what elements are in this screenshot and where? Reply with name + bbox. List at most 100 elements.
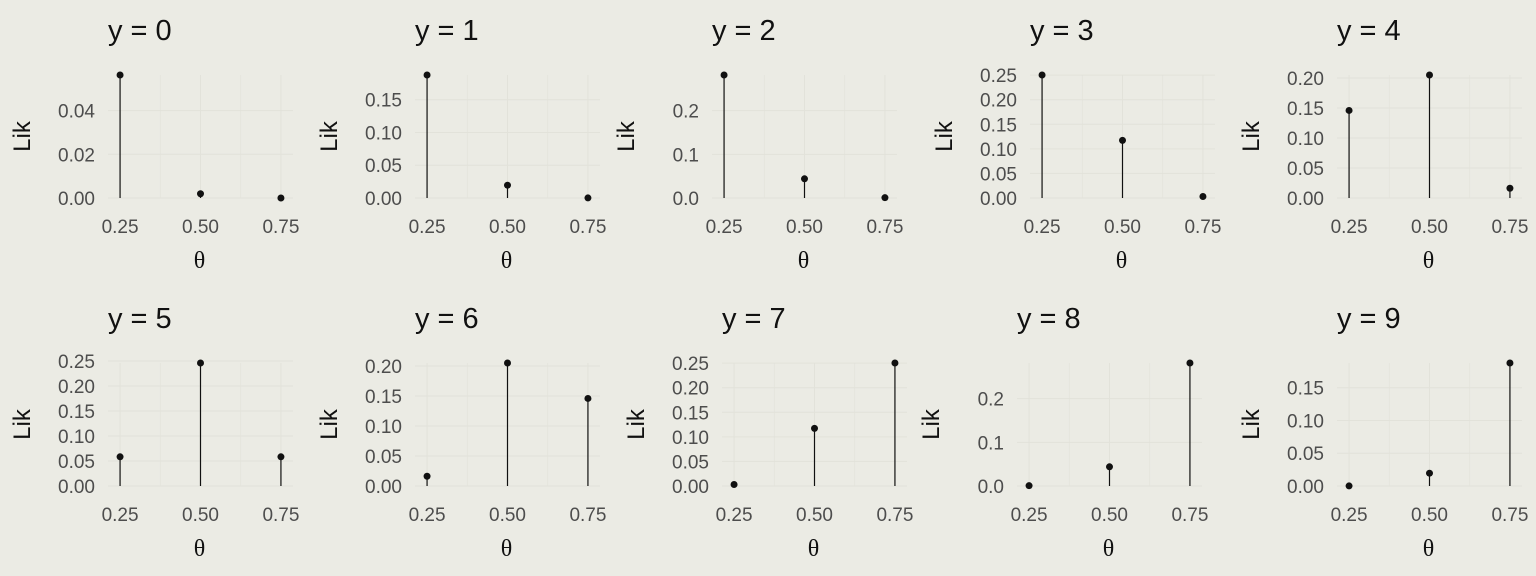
x-tick-label: 0.75	[866, 217, 903, 238]
y-tick-label: 0.20	[980, 91, 1017, 112]
y-tick-label: 0.00	[58, 189, 95, 210]
y-tick-label: 0.05	[1287, 444, 1324, 465]
y-tick-label: 0.10	[365, 123, 402, 144]
x-tick-label: 0.25	[1331, 505, 1368, 526]
data-point	[1345, 106, 1353, 114]
panel-title: y = 1	[415, 15, 479, 47]
x-tick-label: 0.25	[716, 505, 753, 526]
panel-title: y = 6	[415, 303, 479, 335]
y-tick-label: 0.05	[365, 156, 402, 177]
x-tick-label: 0.50	[1411, 217, 1448, 238]
data-point	[1199, 192, 1207, 200]
y-tick-label: 0.15	[1287, 379, 1324, 400]
y-tick-label: 0.10	[980, 140, 1017, 161]
x-tick-label: 0.25	[409, 505, 446, 526]
x-axis-label: θ	[194, 536, 206, 562]
y-tick-label: 0.10	[1287, 129, 1324, 150]
panel-0: 0.00 0.02 0.04 0.25 0.50 0.75 y = 0 θ Lik	[9, 15, 299, 274]
x-axis-label: θ	[1103, 536, 1115, 562]
y-tick-label: 0.04	[58, 102, 95, 123]
y-tick-label: 0.10	[672, 428, 709, 449]
x-tick-label: 0.25	[1331, 217, 1368, 238]
data-point	[1025, 482, 1033, 490]
data-point	[197, 359, 204, 367]
data-point	[504, 359, 511, 367]
data-point	[1426, 71, 1433, 79]
x-axis-label: θ	[798, 248, 810, 274]
panel-title: y = 5	[108, 303, 172, 335]
y-tick-label: 0.05	[1287, 159, 1324, 180]
x-tick-label: 0.50	[489, 505, 526, 526]
data-point	[801, 175, 808, 183]
y-tick-label: 0.1	[978, 433, 1004, 454]
panel-5: 0.00 0.05 0.10 0.15 0.20 0.25 0.25 0.50 0.75 y = …	[9, 303, 299, 562]
y-tick-label: 0.1	[673, 145, 699, 166]
data-point	[116, 453, 124, 461]
data-point	[811, 424, 818, 432]
panel-title: y = 9	[1337, 303, 1401, 335]
data-point	[1506, 359, 1514, 367]
y-tick-label: 0.10	[365, 417, 402, 438]
panel-title: y = 2	[712, 15, 776, 47]
panel-1: 0.00 0.05 0.10 0.15 0.25 0.50 0.75 y = 1 θ Lik	[316, 15, 606, 274]
x-axis-label: θ	[1423, 248, 1435, 274]
panel-3: 0.00 0.05 0.10 0.15 0.20 0.25 0.25 0.50 0.75 y = …	[931, 15, 1221, 274]
data-point	[1506, 184, 1514, 192]
y-axis-label: Lik	[918, 408, 945, 440]
data-point	[1186, 359, 1194, 367]
x-tick-label: 0.75	[262, 217, 299, 238]
data-point	[1106, 463, 1113, 471]
y-tick-label: 0.05	[980, 164, 1017, 185]
x-tick-label: 0.25	[706, 217, 743, 238]
y-tick-label: 0.25	[58, 352, 95, 373]
x-axis-label: θ	[1116, 248, 1128, 274]
y-axis-label: Lik	[623, 408, 650, 440]
x-tick-label: 0.50	[1091, 505, 1128, 526]
x-tick-label: 0.50	[1104, 217, 1141, 238]
y-tick-label: 0.0	[673, 189, 699, 210]
y-tick-label: 0.00	[365, 189, 402, 210]
panel-title: y = 4	[1337, 15, 1401, 47]
data-point	[891, 359, 899, 367]
x-axis-label: θ	[1423, 536, 1435, 562]
y-tick-label: 0.15	[980, 115, 1017, 136]
x-tick-label: 0.50	[182, 505, 219, 526]
data-point	[584, 194, 592, 202]
y-tick-label: 0.15	[672, 403, 709, 424]
y-tick-label: 0.25	[672, 354, 709, 375]
data-point	[277, 453, 285, 461]
data-point	[197, 190, 204, 198]
y-axis-label: Lik	[1238, 408, 1265, 440]
x-tick-label: 0.75	[1171, 505, 1208, 526]
x-tick-label: 0.75	[262, 505, 299, 526]
x-tick-label: 0.75	[569, 217, 606, 238]
x-axis-label: θ	[501, 248, 513, 274]
x-tick-label: 0.50	[182, 217, 219, 238]
y-tick-label: 0.05	[58, 452, 95, 473]
panel-title: y = 7	[722, 303, 786, 335]
panel-title: y = 0	[108, 15, 172, 47]
data-point	[1345, 482, 1353, 490]
x-tick-label: 0.75	[1491, 217, 1528, 238]
x-tick-label: 0.75	[1184, 217, 1221, 238]
y-tick-label: 0.00	[365, 477, 402, 498]
y-tick-label: 0.00	[672, 477, 709, 498]
data-point	[1426, 469, 1433, 477]
x-axis-label: θ	[194, 248, 206, 274]
data-point	[584, 394, 592, 402]
y-tick-label: 0.15	[1287, 99, 1324, 120]
x-axis-label: θ	[501, 536, 513, 562]
panel-6: 0.00 0.05 0.10 0.15 0.20 0.25 0.50 0.75 y = 6 θ Li…	[316, 303, 606, 562]
data-point	[1119, 136, 1126, 144]
y-tick-label: 0.2	[978, 390, 1004, 411]
x-tick-label: 0.50	[796, 505, 833, 526]
x-axis-label: θ	[808, 536, 820, 562]
x-tick-label: 0.50	[786, 217, 823, 238]
x-tick-label: 0.25	[102, 217, 139, 238]
data-point	[423, 71, 431, 79]
y-tick-label: 0.15	[365, 387, 402, 408]
y-axis-label: Lik	[9, 408, 36, 440]
x-tick-label: 0.75	[569, 505, 606, 526]
y-tick-label: 0.20	[1287, 69, 1324, 90]
